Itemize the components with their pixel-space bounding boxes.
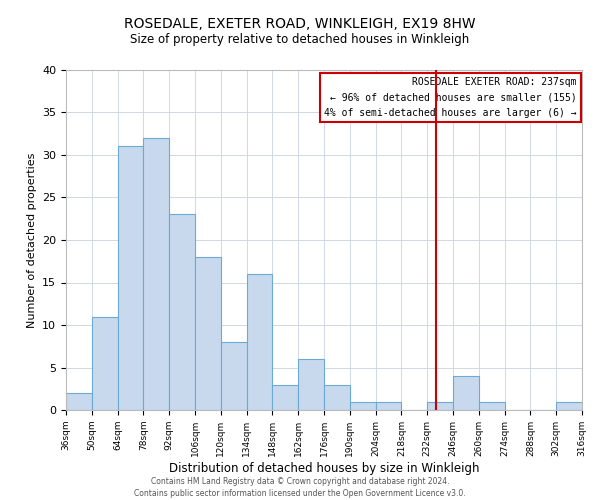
Text: Contains HM Land Registry data © Crown copyright and database right 2024.: Contains HM Land Registry data © Crown c…: [151, 478, 449, 486]
Bar: [169, 214, 195, 410]
X-axis label: Distribution of detached houses by size in Winkleigh: Distribution of detached houses by size …: [169, 462, 479, 474]
Bar: [324, 384, 350, 410]
Bar: [92, 316, 118, 410]
Bar: [453, 376, 479, 410]
Text: ROSEDALE EXETER ROAD: 237sqm
← 96% of detached houses are smaller (155)
4% of se: ROSEDALE EXETER ROAD: 237sqm ← 96% of de…: [324, 77, 577, 118]
Bar: [427, 402, 453, 410]
Text: Contains public sector information licensed under the Open Government Licence v3: Contains public sector information licen…: [134, 489, 466, 498]
Bar: [376, 402, 401, 410]
Text: Size of property relative to detached houses in Winkleigh: Size of property relative to detached ho…: [130, 32, 470, 46]
Text: ROSEDALE, EXETER ROAD, WINKLEIGH, EX19 8HW: ROSEDALE, EXETER ROAD, WINKLEIGH, EX19 8…: [124, 18, 476, 32]
Bar: [298, 359, 324, 410]
Bar: [118, 146, 143, 410]
Bar: [350, 402, 376, 410]
Bar: [195, 257, 221, 410]
Bar: [66, 393, 92, 410]
Bar: [479, 402, 505, 410]
Bar: [247, 274, 272, 410]
Bar: [272, 384, 298, 410]
Bar: [556, 402, 582, 410]
Y-axis label: Number of detached properties: Number of detached properties: [26, 152, 37, 328]
Bar: [221, 342, 247, 410]
Bar: [143, 138, 169, 410]
